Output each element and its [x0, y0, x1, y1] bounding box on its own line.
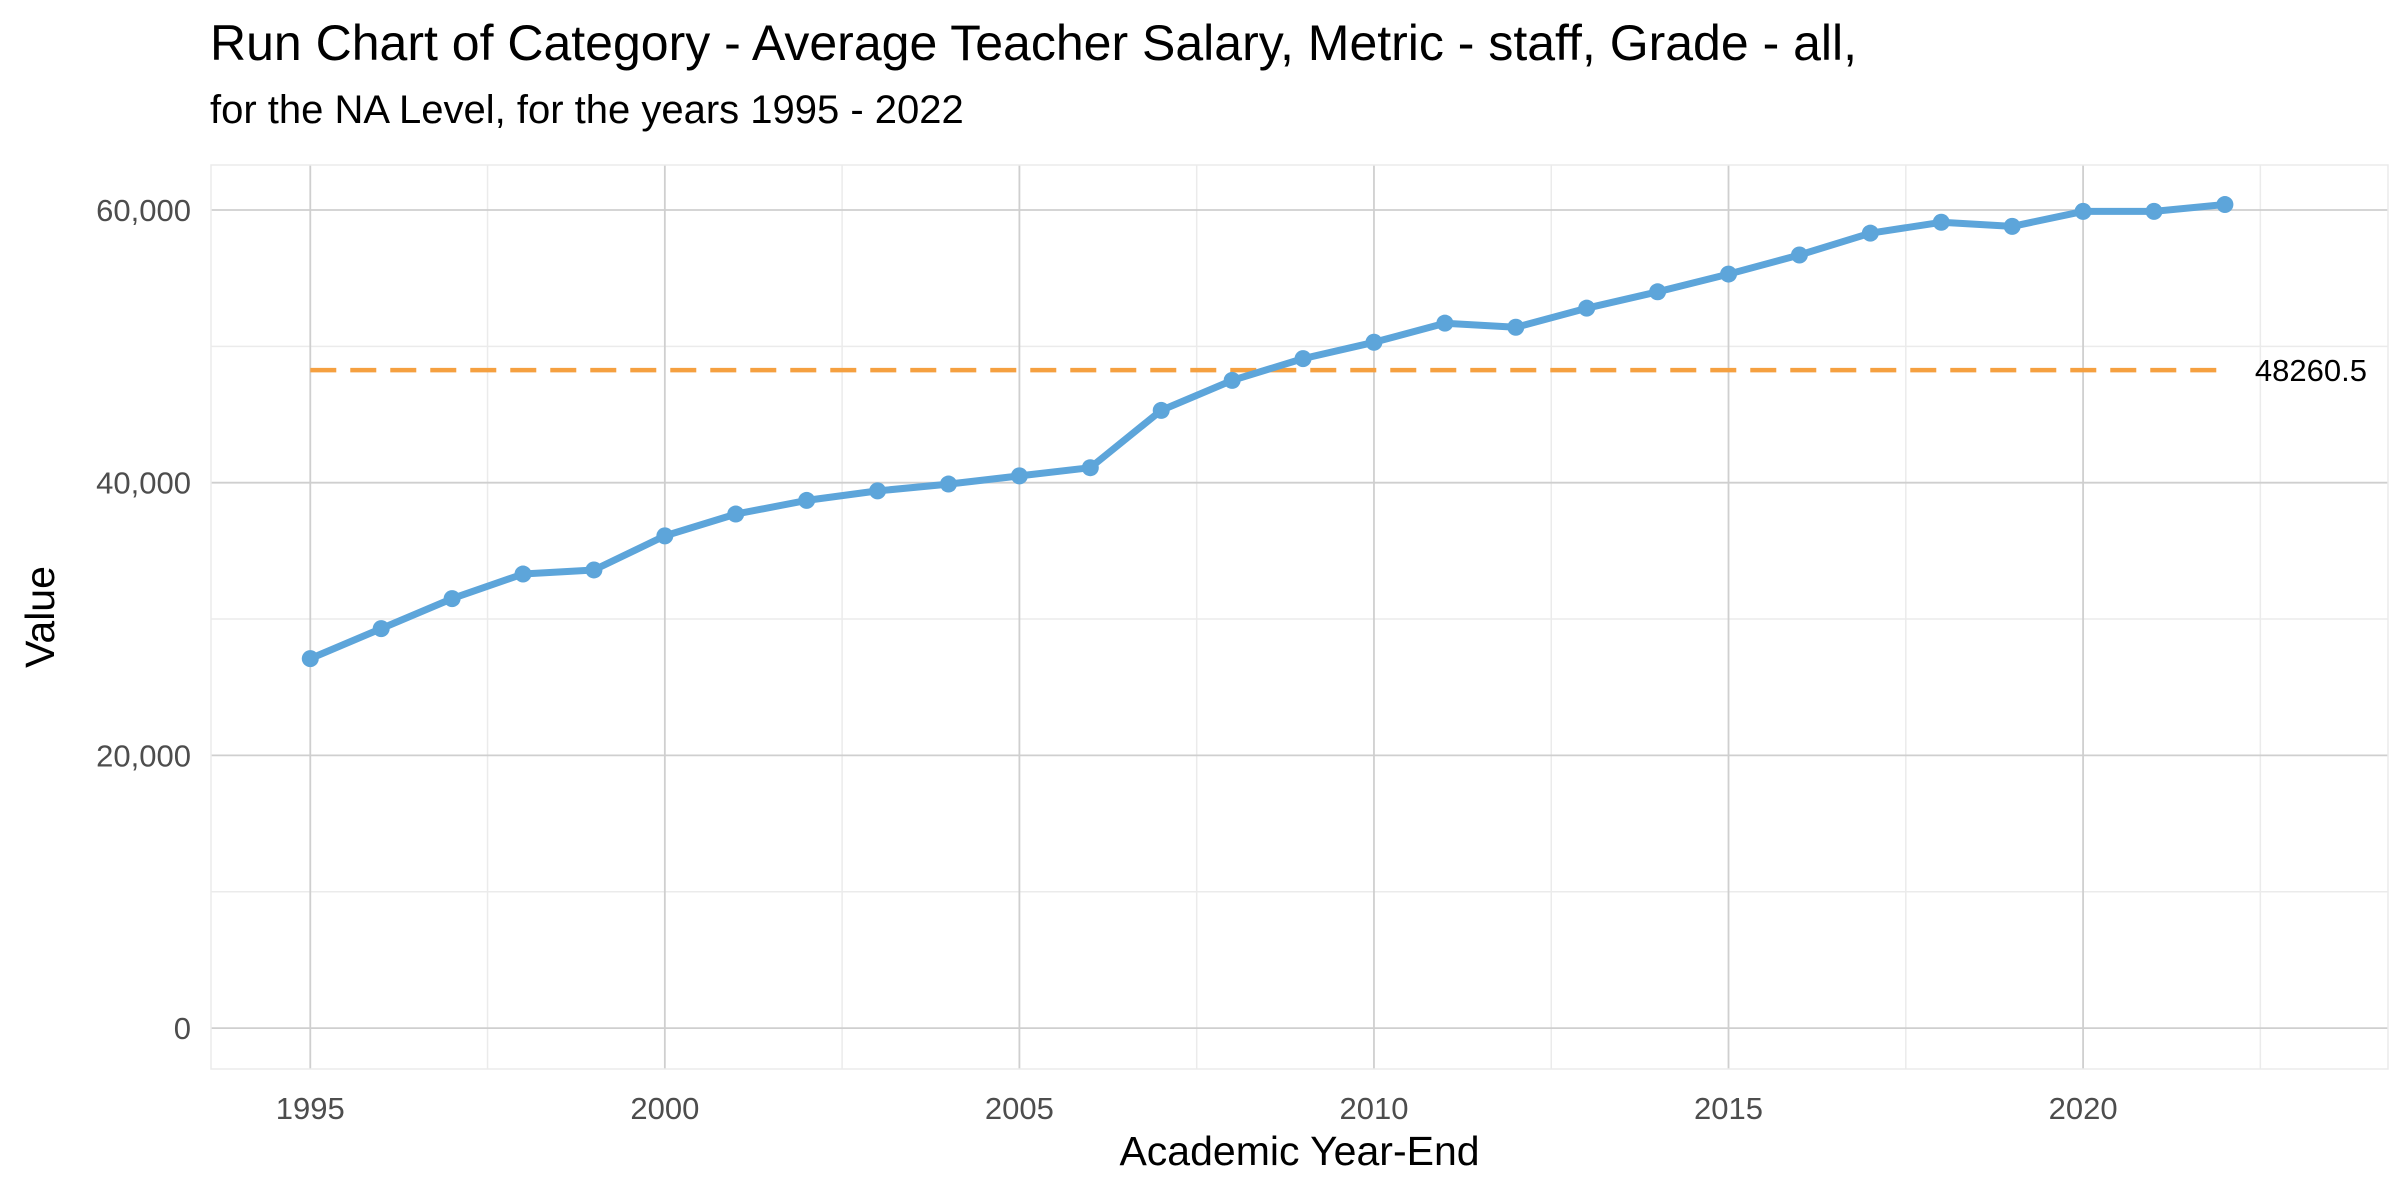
data-point [2145, 202, 2163, 220]
x-tick-label: 2020 [2049, 1091, 2118, 1126]
data-point [656, 527, 674, 545]
y-tick-label: 0 [174, 1011, 191, 1046]
data-point [1932, 213, 1950, 231]
data-point [2003, 217, 2021, 235]
data-point [2216, 196, 2234, 214]
x-tick-label: 2010 [1339, 1091, 1408, 1126]
data-point [1720, 265, 1738, 283]
data-point [1294, 350, 1312, 368]
plot-panel-border [210, 164, 2389, 1070]
y-axis-ticks: 0 20,000 40,000 60,000 [96, 193, 191, 1046]
y-tick-label: 40,000 [96, 466, 191, 501]
x-tick-label: 1995 [276, 1091, 345, 1126]
data-point [2074, 202, 2092, 220]
data-point [1649, 283, 1667, 301]
data-point [1578, 299, 1596, 317]
series-group [301, 196, 2234, 668]
data-point [1223, 371, 1241, 389]
data-point [1790, 246, 1808, 264]
series-line [306, 201, 2229, 663]
data-point [1436, 314, 1454, 332]
data-point [869, 482, 887, 500]
x-tick-label: 2005 [985, 1091, 1054, 1126]
y-axis-title: Value [17, 566, 63, 668]
data-point [301, 650, 319, 668]
y-tick-label: 60,000 [96, 193, 191, 228]
data-point [514, 565, 532, 583]
chart-subtitle: for the NA Level, for the years 1995 - 2… [210, 88, 964, 132]
data-point [727, 505, 745, 523]
data-point [1861, 224, 1879, 242]
x-axis-title: Academic Year-End [1119, 1128, 1479, 1174]
reference-line-label: 48260.5 [2255, 353, 2367, 388]
data-point [443, 590, 461, 608]
reference-line-group: 48260.5 [310, 353, 2367, 388]
data-point [1152, 401, 1170, 419]
minor-gridlines [211, 165, 2388, 1069]
data-point [372, 620, 390, 638]
y-tick-label: 20,000 [96, 738, 191, 773]
data-point [1010, 467, 1028, 485]
data-point [1507, 318, 1525, 336]
x-tick-label: 2000 [630, 1091, 699, 1126]
data-point [1081, 459, 1099, 477]
data-point [1365, 333, 1383, 351]
major-gridlines [211, 165, 2388, 1069]
x-axis-ticks: 1995 2000 2005 2010 2015 2020 [276, 1091, 2118, 1126]
data-point [939, 475, 957, 493]
data-point [798, 491, 816, 509]
chart-title: Run Chart of Category - Average Teacher … [210, 15, 1858, 71]
data-point [585, 561, 603, 579]
x-tick-label: 2015 [1694, 1091, 1763, 1126]
